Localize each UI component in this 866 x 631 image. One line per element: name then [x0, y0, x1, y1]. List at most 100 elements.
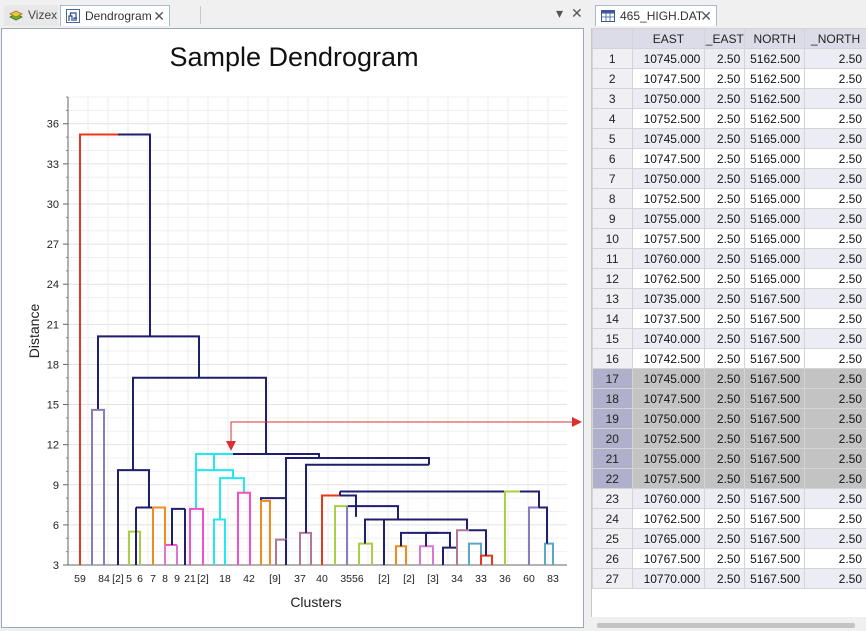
- grid-cell[interactable]: 5162.500: [744, 68, 806, 89]
- grid-cell[interactable]: 2.50: [704, 248, 746, 269]
- row-number[interactable]: 14: [592, 308, 633, 329]
- row-number[interactable]: 27: [592, 568, 633, 589]
- table-row[interactable]: 17 10745.000 2.50 5167.500 2.50: [592, 368, 866, 389]
- dendrogram-branch[interactable]: [219, 477, 245, 520]
- grid-cell[interactable]: 2.50: [704, 468, 746, 489]
- tab-vizex[interactable]: Vizex: [4, 5, 58, 26]
- grid-cell[interactable]: 10747.500: [631, 388, 706, 409]
- grid-cell[interactable]: 5167.500: [744, 288, 806, 309]
- grid-cell[interactable]: 10760.000: [631, 488, 706, 509]
- grid-cell[interactable]: 10747.500: [631, 148, 706, 169]
- scrollbar-thumb[interactable]: [597, 623, 855, 628]
- grid-cell[interactable]: 2.50: [704, 528, 746, 549]
- table-row[interactable]: 5 10745.000 2.50 5165.000 2.50: [592, 128, 866, 149]
- grid-cell[interactable]: 10750.000: [631, 168, 706, 189]
- grid-cell[interactable]: 2.50: [804, 288, 866, 309]
- dendrogram-branch[interactable]: [195, 453, 233, 471]
- row-number[interactable]: 21: [592, 448, 633, 469]
- table-row[interactable]: 26 10767.500 2.50 5167.500 2.50: [592, 548, 866, 569]
- grid-cell[interactable]: 2.50: [704, 168, 746, 189]
- dendrogram-branch[interactable]: [456, 529, 469, 565]
- grid-cell[interactable]: 2.50: [704, 188, 746, 209]
- grid-cell[interactable]: 5165.000: [744, 228, 806, 249]
- row-number[interactable]: 11: [592, 248, 633, 269]
- grid-cell[interactable]: 5167.500: [744, 448, 806, 469]
- grid-cell[interactable]: 10770.000: [631, 568, 706, 589]
- grid-cell[interactable]: 2.50: [804, 488, 866, 509]
- dendrogram-branch[interactable]: [528, 506, 539, 565]
- grid-cell[interactable]: 5167.500: [744, 428, 806, 449]
- row-number[interactable]: 25: [592, 528, 633, 549]
- grid-cell[interactable]: 5165.000: [744, 248, 806, 269]
- table-row[interactable]: 13 10735.000 2.50 5167.500 2.50: [592, 288, 866, 309]
- row-number[interactable]: 7: [592, 168, 633, 189]
- grid-cell[interactable]: 2.50: [804, 48, 866, 69]
- table-row[interactable]: 21 10755.000 2.50 5167.500 2.50: [592, 448, 866, 469]
- dendrogram-branch[interactable]: [520, 490, 540, 508]
- grid-cell[interactable]: 10745.000: [631, 128, 706, 149]
- row-number[interactable]: 3: [592, 88, 633, 109]
- grid-cell[interactable]: 2.50: [804, 228, 866, 249]
- grid-cell[interactable]: 10760.000: [631, 248, 706, 269]
- grid-cell[interactable]: 5165.000: [744, 148, 806, 169]
- dendrogram-branch[interactable]: [260, 497, 287, 540]
- grid-cell[interactable]: 2.50: [704, 88, 746, 109]
- column-header[interactable]: NORTH: [744, 28, 806, 49]
- table-row[interactable]: 23 10760.000 2.50 5167.500 2.50: [592, 488, 866, 509]
- grid-cell[interactable]: 2.50: [704, 548, 746, 569]
- chevron-down-icon[interactable]: ▾: [556, 5, 564, 21]
- grid-cell[interactable]: 5167.500: [744, 508, 806, 529]
- dendrogram-branch[interactable]: [213, 518, 226, 565]
- tab-dendrogram[interactable]: Dendrogram ✕: [60, 5, 170, 26]
- table-row[interactable]: 8 10752.500 2.50 5165.000 2.50: [592, 188, 866, 209]
- data-grid[interactable]: EAST _EAST NORTH _NORTH 1 10745.000 2.50 5162.…: [592, 28, 866, 589]
- dendrogram-branch[interactable]: [358, 542, 373, 565]
- dendrogram-branch[interactable]: [305, 463, 429, 533]
- table-row[interactable]: 15 10740.000 2.50 5167.500 2.50: [592, 328, 866, 349]
- grid-cell[interactable]: 2.50: [804, 188, 866, 209]
- close-icon[interactable]: ✕: [700, 8, 712, 24]
- close-icon[interactable]: ✕: [153, 8, 165, 24]
- grid-cell[interactable]: 2.50: [804, 548, 866, 569]
- tab-data-file[interactable]: 465_HIGH.DAT ✕: [595, 5, 717, 26]
- grid-cell[interactable]: 2.50: [804, 468, 866, 489]
- grid-cell[interactable]: 10762.500: [631, 268, 706, 289]
- grid-cell[interactable]: 5162.500: [744, 108, 806, 129]
- table-row[interactable]: 2 10747.500 2.50 5162.500 2.50: [592, 68, 866, 89]
- grid-cell[interactable]: 2.50: [804, 248, 866, 269]
- grid-cell[interactable]: 5165.000: [744, 168, 806, 189]
- row-number[interactable]: 1: [592, 48, 633, 69]
- grid-cell[interactable]: 10735.000: [631, 288, 706, 309]
- grid-cell[interactable]: 2.50: [704, 448, 746, 469]
- row-number[interactable]: 22: [592, 468, 633, 489]
- row-number[interactable]: 10: [592, 228, 633, 249]
- table-row[interactable]: 6 10747.500 2.50 5165.000 2.50: [592, 148, 866, 169]
- grid-cell[interactable]: 10755.000: [631, 208, 706, 229]
- grid-cell[interactable]: 2.50: [704, 368, 746, 389]
- table-row[interactable]: 7 10750.000 2.50 5165.000 2.50: [592, 168, 866, 189]
- grid-cell[interactable]: 2.50: [804, 148, 866, 169]
- table-row[interactable]: 18 10747.500 2.50 5167.500 2.50: [592, 388, 866, 409]
- grid-cell[interactable]: 2.50: [704, 488, 746, 509]
- row-number[interactable]: 24: [592, 508, 633, 529]
- dendrogram-branch[interactable]: [152, 506, 166, 565]
- grid-cell[interactable]: 2.50: [804, 168, 866, 189]
- grid-cell[interactable]: 2.50: [804, 508, 866, 529]
- dendrogram-branch[interactable]: [299, 531, 312, 565]
- grid-cell[interactable]: 10750.000: [631, 88, 706, 109]
- grid-cell[interactable]: 2.50: [704, 208, 746, 229]
- row-number[interactable]: 16: [592, 348, 633, 369]
- row-number[interactable]: 6: [592, 148, 633, 169]
- grid-cell[interactable]: 10745.000: [631, 48, 706, 69]
- table-row[interactable]: 12 10762.500 2.50 5165.000 2.50: [592, 268, 866, 289]
- dendrogram-branch[interactable]: [117, 469, 150, 565]
- dendrogram-branch[interactable]: [539, 506, 548, 544]
- grid-cell[interactable]: 10745.000: [631, 368, 706, 389]
- dendrogram-branch[interactable]: [260, 499, 271, 565]
- grid-cell[interactable]: 5162.500: [744, 88, 806, 109]
- grid-cell[interactable]: 2.50: [804, 328, 866, 349]
- grid-cell[interactable]: 2.50: [704, 388, 746, 409]
- grid-cell[interactable]: 10757.500: [631, 468, 706, 489]
- row-number[interactable]: 23: [592, 488, 633, 509]
- column-header[interactable]: [592, 28, 633, 49]
